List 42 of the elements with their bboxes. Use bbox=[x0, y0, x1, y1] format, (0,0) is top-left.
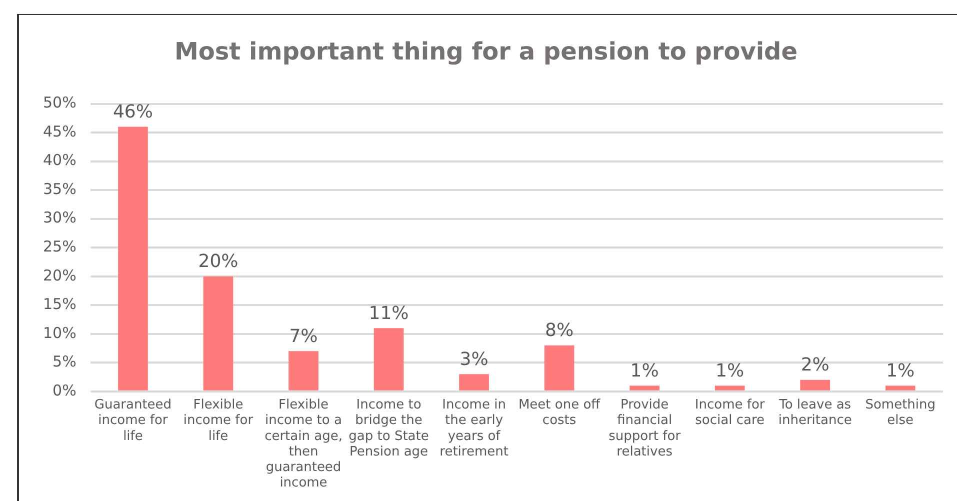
x-tick-label: Income to bridge the gap to State Pension age bbox=[348, 398, 429, 460]
x-tick-label: Flexible income for life bbox=[183, 398, 254, 444]
y-tick-label: 20% bbox=[42, 266, 76, 284]
y-tick-label: 10% bbox=[42, 324, 76, 342]
x-tick-label: Meet one off costs bbox=[518, 398, 602, 428]
x-tick-label: Income for social care bbox=[694, 398, 766, 428]
data-label: 11% bbox=[368, 302, 409, 324]
bar bbox=[118, 126, 148, 390]
data-label: 1% bbox=[716, 360, 744, 382]
data-label: 20% bbox=[198, 251, 238, 272]
x-tick-label: Provide financial support for relatives bbox=[608, 398, 682, 460]
data-label: 2% bbox=[800, 354, 830, 376]
data-label: 1% bbox=[630, 360, 659, 382]
bar bbox=[714, 386, 745, 390]
bar bbox=[630, 386, 660, 390]
x-tick-label: Guaranteed income for life bbox=[94, 398, 172, 444]
bar bbox=[288, 351, 318, 390]
data-label: 3% bbox=[460, 348, 488, 370]
bar bbox=[800, 380, 830, 390]
bar bbox=[459, 374, 489, 390]
x-tick-label: Something else bbox=[865, 398, 936, 428]
x-tick-label: Income in the early years of retirement bbox=[440, 398, 508, 460]
data-label: 1% bbox=[886, 360, 915, 382]
y-tick-label: 50% bbox=[42, 94, 76, 112]
data-label: 8% bbox=[545, 320, 574, 342]
data-label: 7% bbox=[289, 326, 318, 347]
y-tick-label: 40% bbox=[42, 151, 76, 170]
x-tick-label: To leave as inheritance bbox=[778, 398, 852, 428]
bar bbox=[203, 276, 234, 390]
y-tick-label: 25% bbox=[42, 237, 76, 256]
bar bbox=[885, 386, 916, 390]
y-tick-label: 30% bbox=[42, 208, 76, 227]
y-tick-label: 0% bbox=[52, 381, 76, 400]
data-label: 46% bbox=[112, 101, 153, 122]
x-tick-label: Flexible income to a certain age, then guaranteed income bbox=[264, 398, 342, 491]
y-tick-label: 5% bbox=[52, 352, 76, 371]
chart-title: Most important thing for a pension to provide bbox=[174, 38, 798, 66]
bar bbox=[544, 345, 574, 390]
y-tick-label: 45% bbox=[42, 122, 76, 140]
bar bbox=[374, 328, 404, 390]
y-tick-label: 15% bbox=[42, 295, 76, 314]
y-tick-label: 35% bbox=[42, 180, 76, 198]
